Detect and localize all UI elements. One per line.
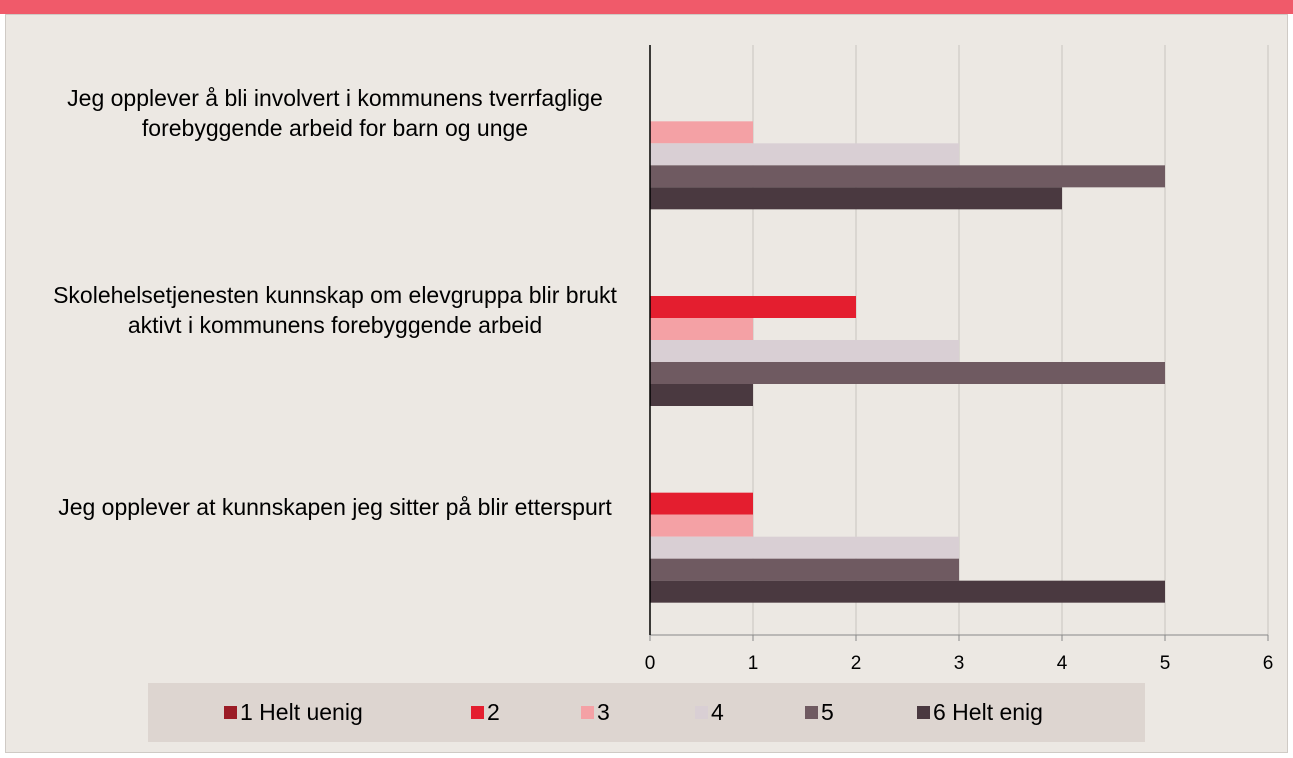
- legend-label: 3: [597, 699, 610, 725]
- x-tick-label: 1: [748, 653, 759, 674]
- category-label: Jeg opplever at kunnskapen jeg sitter på…: [58, 493, 612, 520]
- legend-swatch: [581, 706, 594, 719]
- bar: [650, 536, 959, 559]
- legend-label: 1 Helt uenig: [240, 699, 363, 725]
- category-label: Skolehelsetjenesten kunnskap om elevgrup…: [53, 282, 617, 338]
- x-tick-label: 2: [851, 653, 862, 674]
- x-tick-label: 3: [954, 653, 965, 674]
- bar: [650, 318, 753, 340]
- legend-label: 5: [821, 699, 834, 725]
- x-tick-label: 5: [1160, 653, 1171, 674]
- bar: [650, 296, 856, 318]
- bar: [650, 165, 1165, 188]
- legend-swatch: [805, 706, 818, 719]
- legend-label: 6 Helt enig: [933, 699, 1043, 725]
- bar: [650, 580, 1165, 603]
- bar: [650, 187, 1062, 210]
- legend-box: [148, 683, 1145, 742]
- x-tick-label: 4: [1057, 653, 1068, 674]
- bar: [650, 121, 753, 144]
- bar: [650, 558, 959, 581]
- bar: [650, 340, 959, 362]
- bar: [650, 143, 959, 166]
- legend-label: 2: [487, 699, 500, 725]
- category-label: Jeg opplever å bli involvert i kommunens…: [67, 85, 603, 142]
- bar: [650, 362, 1165, 384]
- legend-swatch: [224, 706, 237, 719]
- bar: [650, 492, 753, 515]
- legend-swatch: [695, 706, 708, 719]
- legend-swatch: [917, 706, 930, 719]
- legend-label: 4: [711, 699, 724, 725]
- legend-swatch: [471, 706, 484, 719]
- top-bar: [0, 0, 1293, 14]
- bar: [650, 514, 753, 537]
- bar: [650, 384, 753, 406]
- x-tick-label: 6: [1263, 653, 1274, 674]
- x-tick-label: 0: [645, 653, 656, 674]
